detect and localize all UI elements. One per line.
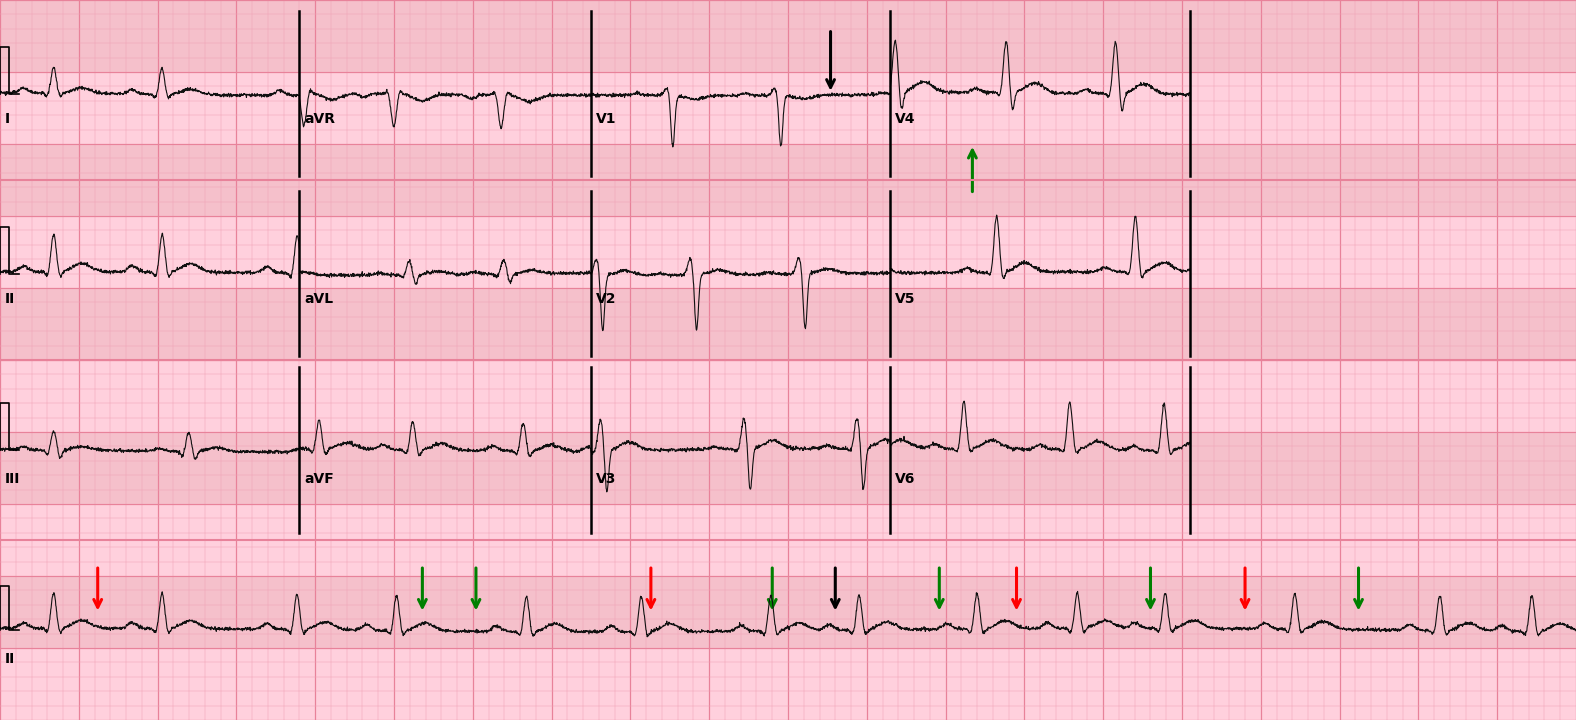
Text: aVR: aVR: [304, 112, 336, 125]
Text: V5: V5: [895, 292, 916, 305]
Bar: [0, 72, 1576, 144]
Text: I: I: [5, 112, 9, 125]
Bar: [0, 216, 1576, 288]
Text: V2: V2: [596, 292, 616, 305]
Text: aVL: aVL: [304, 292, 333, 305]
Bar: [0, 648, 1576, 720]
Bar: [0, 360, 1576, 432]
Text: II: II: [5, 652, 16, 665]
Text: V3: V3: [596, 472, 616, 485]
Text: V1: V1: [596, 112, 616, 125]
Text: V4: V4: [895, 112, 916, 125]
Text: aVF: aVF: [304, 472, 334, 485]
Bar: [0, 504, 1576, 576]
Text: V6: V6: [895, 472, 916, 485]
Text: III: III: [5, 472, 20, 485]
Text: II: II: [5, 292, 16, 305]
